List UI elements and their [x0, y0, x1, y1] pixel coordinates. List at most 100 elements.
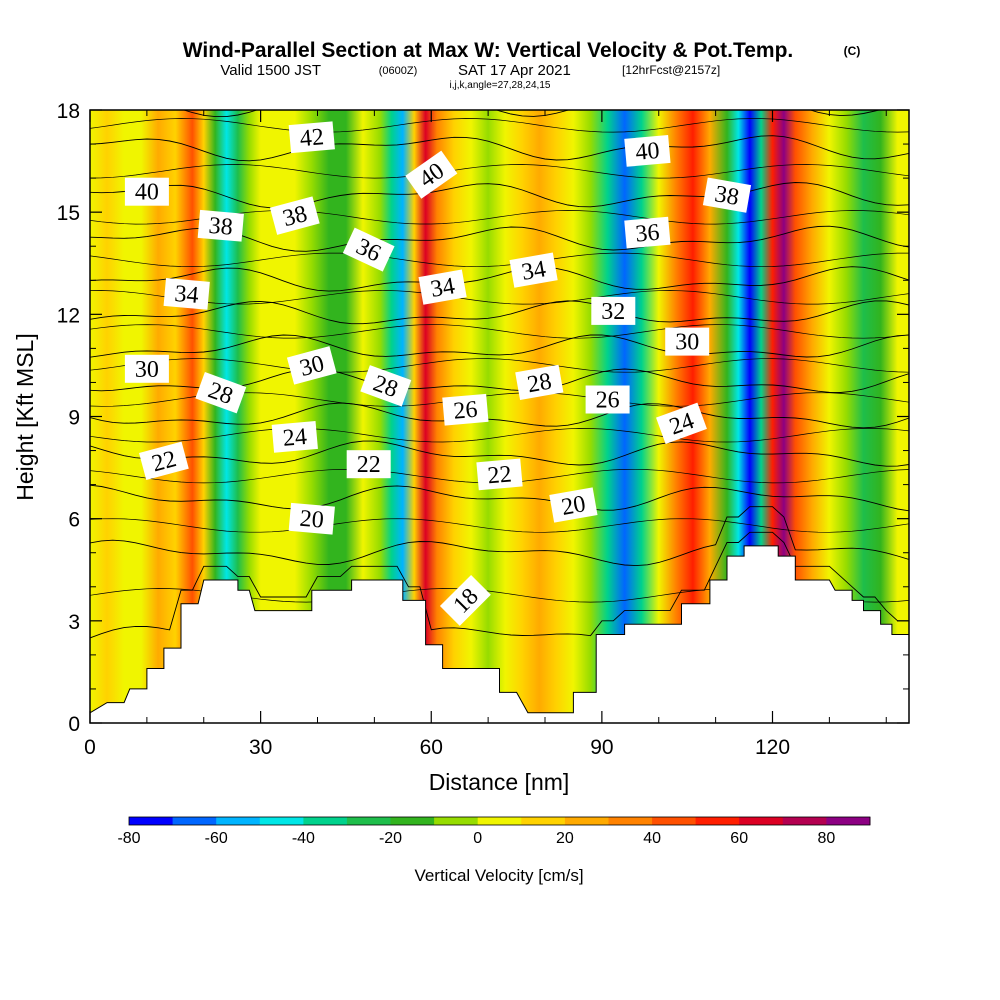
contour-label: 42	[288, 121, 335, 154]
contour-label: 28	[360, 365, 412, 407]
contour-label-box	[549, 487, 598, 523]
colorbar-swatch	[216, 817, 261, 825]
theta-contour-minor	[90, 164, 909, 179]
theta-contour-minor	[90, 290, 909, 305]
contour-label: 26	[442, 393, 489, 426]
colorbar-swatch	[782, 817, 827, 825]
potential-temperature-contours	[90, 110, 909, 639]
y-axis-title: Height [Kft MSL]	[12, 333, 38, 500]
colorbar-swatch	[390, 817, 435, 825]
contour-label-box	[124, 354, 169, 383]
contour-label-box	[624, 135, 671, 167]
contour-label-text: 40	[135, 180, 159, 206]
theta-contour-minor	[90, 518, 909, 533]
colorbar-swatch	[346, 817, 391, 825]
contour-label-text: 20	[559, 491, 587, 521]
x-tick-label: 60	[420, 736, 443, 759]
contour-label-box	[269, 196, 320, 235]
colorbar-swatch	[172, 817, 217, 825]
colorbar-swatch	[652, 817, 697, 825]
contour-label: 36	[624, 216, 671, 249]
y-tick-label: 9	[68, 407, 80, 430]
colorbar-tick-label: -60	[205, 830, 228, 847]
theta-contour-minor	[90, 324, 909, 339]
x-tick-label: 0	[84, 736, 96, 759]
contour-label: 24	[271, 421, 318, 453]
colorbar-tick-label: 20	[556, 830, 574, 847]
contour-label: 22	[346, 450, 391, 479]
contour-label-box	[509, 252, 558, 288]
contour-label-box	[665, 327, 710, 356]
contour-label-box	[360, 365, 412, 407]
contour-label-box	[591, 296, 636, 325]
contour-label-box	[476, 458, 523, 491]
colorbar-swatch	[739, 817, 784, 825]
theta-contour-40	[90, 135, 909, 162]
colorbar-swatch	[521, 817, 566, 825]
contour-label-box	[585, 385, 630, 414]
theta-contour-22	[90, 484, 909, 512]
contour-label: 38	[269, 196, 320, 235]
contour-label-box	[288, 502, 335, 535]
contour-label: 38	[197, 209, 244, 242]
contour-label: 22	[139, 441, 189, 481]
colorbar-tick-label: -20	[379, 830, 402, 847]
contour-label-box	[197, 209, 244, 242]
colorbar-swatch	[826, 817, 871, 825]
contour-label-box	[515, 364, 564, 401]
x-tick-label: 120	[755, 736, 790, 759]
valid-time-label: Valid 1500 JST	[220, 62, 321, 79]
contour-label-text: 34	[520, 256, 548, 286]
contour-label-box	[342, 227, 395, 272]
contour-label-box	[346, 450, 391, 479]
contour-label: 36	[342, 227, 395, 272]
contour-label-text: 30	[135, 357, 159, 383]
contour-label: 30	[665, 327, 710, 356]
theta-contour-20	[90, 506, 909, 567]
colorbar-swatch	[564, 817, 609, 825]
y-tick-label: 18	[57, 100, 80, 123]
contour-label-box	[439, 574, 491, 626]
colorbar-tick-label: -40	[292, 830, 315, 847]
colorbar-tick-label: 40	[643, 830, 661, 847]
contour-label: 34	[509, 252, 558, 288]
contour-label-text: 36	[634, 220, 660, 248]
theta-contour-18	[90, 531, 909, 639]
colorbar-title: Vertical Velocity [cm/s]	[414, 866, 583, 885]
colorbar-tick-label: 0	[473, 830, 482, 847]
y-tick-label: 12	[57, 304, 80, 327]
contour-label-text: 34	[174, 281, 200, 309]
indices-label: i,j,k,angle=27,28,24,15	[450, 80, 551, 91]
theta-contour-minor	[90, 428, 909, 443]
terrain-mask	[90, 545, 909, 723]
x-tick-label: 90	[590, 736, 613, 759]
contour-label-box	[271, 421, 318, 453]
colorbar-tick-label: -80	[117, 830, 140, 847]
contour-label-box	[702, 177, 752, 213]
colorbar-swatch	[129, 817, 174, 825]
y-tick-label: 3	[68, 611, 80, 634]
contour-label-text: 22	[357, 452, 381, 478]
theta-contour-26	[90, 402, 909, 429]
contour-label-layer: 4038343028224238302420362822403426221834…	[124, 121, 752, 626]
contour-label-text: 34	[429, 273, 457, 303]
contour-label: 22	[476, 458, 523, 491]
contour-label: 30	[286, 346, 337, 385]
contour-label: 20	[549, 487, 598, 523]
contour-label: 34	[418, 269, 467, 305]
contour-label-box	[139, 441, 189, 481]
y-tick-label: 6	[68, 509, 80, 532]
theta-contour-34	[90, 266, 909, 292]
contour-label-text: 30	[675, 330, 699, 356]
valid-zulu-label: (0600Z)	[379, 65, 418, 77]
theta-contour-24	[90, 440, 909, 467]
contour-label-text: 20	[299, 506, 325, 534]
contour-label-text: 38	[208, 213, 234, 241]
y-tick-label: 0	[68, 713, 80, 736]
valid-date-label: SAT 17 Apr 2021	[458, 62, 571, 79]
contour-label: 38	[702, 177, 752, 213]
contour-label-text: 42	[299, 124, 325, 152]
contour-label: 26	[585, 385, 630, 414]
contour-label-box	[624, 216, 671, 249]
